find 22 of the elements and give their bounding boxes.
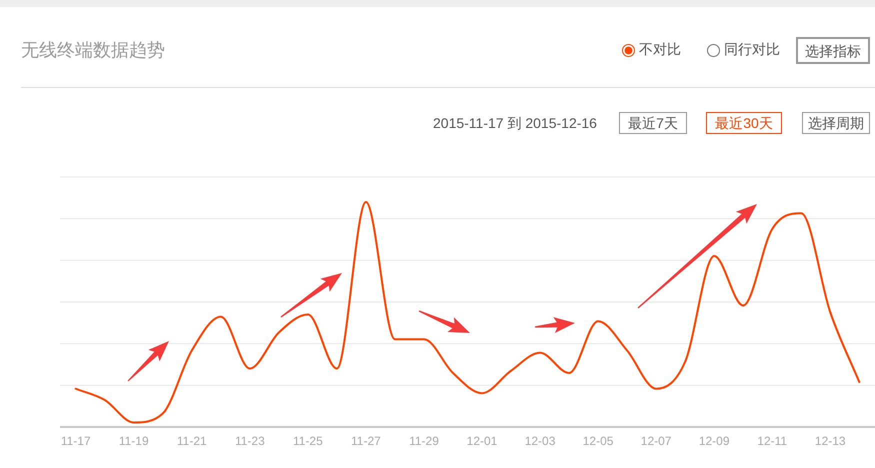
- x-tick-label: 12-13: [814, 434, 846, 448]
- text: 2015-11-17 到 2015-12-16: [433, 115, 597, 133]
- x-tick-label: 12-05: [582, 434, 614, 448]
- x-tick-label: 11-29: [409, 434, 440, 448]
- button: 最近7天: [619, 112, 687, 134]
- x-tick-label: 11-21: [176, 434, 208, 448]
- x-tick-label: 12-07: [640, 434, 672, 448]
- button: 最近30天: [706, 112, 782, 134]
- button: 选择周期: [802, 112, 870, 134]
- x-tick-label: 12-01: [466, 434, 498, 448]
- text: 不对比: [639, 41, 681, 59]
- x-tick-label: 12-09: [698, 434, 730, 448]
- x-tick-label: 11-19: [118, 434, 149, 448]
- x-tick-label: 11-23: [234, 434, 266, 448]
- text: 同行对比: [724, 41, 780, 59]
- x-tick-label: 11-27: [351, 434, 382, 448]
- x-tick-label: 11-25: [292, 434, 324, 448]
- x-tick-label: 11-17: [60, 434, 91, 448]
- x-tick-label: 12-03: [524, 434, 556, 448]
- x-tick-label: 12-11: [757, 434, 788, 448]
- chart-title: 无线终端数据趋势: [21, 39, 165, 62]
- button: 选择指标: [796, 37, 870, 64]
